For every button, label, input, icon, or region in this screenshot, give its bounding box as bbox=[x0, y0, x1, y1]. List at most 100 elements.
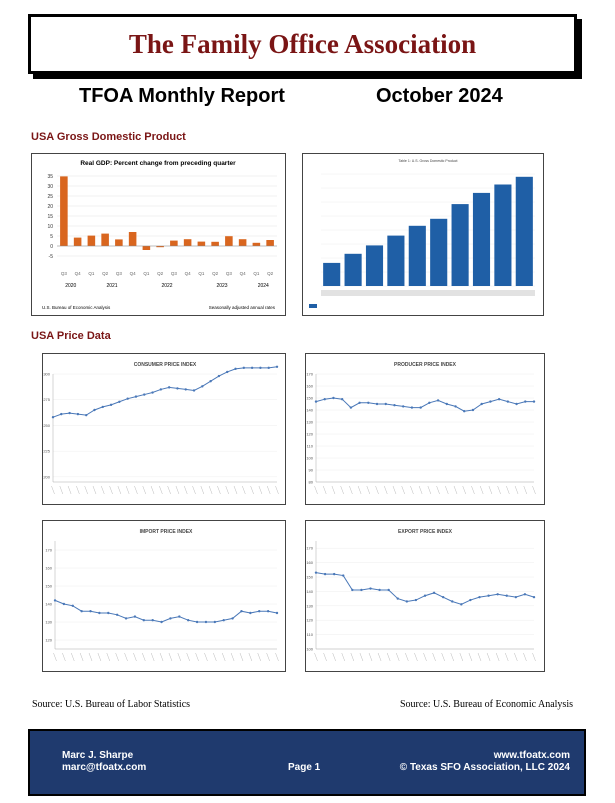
data-point bbox=[51, 416, 55, 419]
gdp-bar bbox=[128, 232, 137, 246]
data-point bbox=[60, 412, 63, 416]
chart-title: CONSUMER PRICE INDEX bbox=[134, 362, 197, 368]
x-tick-mark bbox=[377, 652, 382, 662]
legend-swatch bbox=[309, 304, 317, 308]
gdp-bar bbox=[183, 239, 192, 246]
data-point bbox=[167, 386, 171, 389]
x-tick-mark bbox=[71, 652, 75, 662]
series-line bbox=[315, 397, 534, 412]
x-tick-mark bbox=[331, 485, 336, 495]
y-tick-label: 250 bbox=[43, 423, 50, 428]
x-tick-mark bbox=[418, 485, 423, 495]
data-point bbox=[332, 396, 335, 400]
x-tick-label: Q1 bbox=[88, 271, 95, 276]
x-tick-mark bbox=[314, 485, 318, 495]
y-tick-label: 5 bbox=[50, 234, 53, 240]
y-tick-label: 170 bbox=[306, 372, 313, 377]
y-tick-label: 80 bbox=[309, 480, 314, 485]
y-tick-label: 140 bbox=[306, 408, 313, 413]
data-point bbox=[142, 619, 145, 622]
x-tick-mark bbox=[514, 485, 519, 495]
x-tick-mark bbox=[359, 652, 364, 662]
data-point bbox=[393, 404, 396, 407]
data-point bbox=[487, 594, 490, 597]
ppi-chart: PRODUCER PRICE INDEX 170 160 150 140 130 120 11… bbox=[305, 353, 545, 505]
y-tick-label: 150 bbox=[45, 584, 52, 589]
gdp-bar bbox=[73, 237, 82, 246]
gdp-bar bbox=[252, 242, 261, 246]
x-tick-mark bbox=[150, 485, 155, 495]
x-tick-mark bbox=[192, 485, 196, 495]
data-point bbox=[159, 388, 163, 391]
data-point bbox=[93, 408, 96, 412]
header-banner: The Family Office Association bbox=[28, 14, 577, 74]
x-tick-mark bbox=[386, 652, 391, 662]
x-tick-label: Q4 bbox=[75, 271, 82, 276]
data-point bbox=[134, 395, 138, 398]
x-tick-mark bbox=[97, 652, 102, 662]
y-tick-label: 10 bbox=[47, 224, 53, 230]
data-point bbox=[367, 401, 370, 404]
data-point bbox=[151, 619, 154, 622]
x-tick-mark bbox=[471, 485, 475, 495]
x-tick-mark bbox=[124, 652, 128, 662]
data-point bbox=[275, 365, 279, 368]
x-tick-mark bbox=[323, 652, 327, 662]
x-tick-mark bbox=[221, 652, 226, 662]
x-tick-mark bbox=[184, 485, 188, 495]
data-point bbox=[143, 393, 146, 396]
gdp-quarterly-chart: Real GDP: Percent change from preceding … bbox=[31, 153, 286, 316]
data-point bbox=[378, 588, 381, 592]
x-tick-label: Q4 bbox=[185, 271, 192, 276]
x-tick-mark bbox=[115, 652, 119, 662]
x-tick-mark bbox=[410, 485, 414, 495]
footer-website[interactable]: www.tfoatx.com bbox=[493, 750, 570, 761]
data-point bbox=[332, 572, 336, 576]
gdp-annual-bar bbox=[472, 192, 491, 286]
gdp-annual-bar bbox=[387, 235, 405, 286]
year-label: 2024 bbox=[258, 283, 269, 289]
y-tick-label: 90 bbox=[309, 468, 314, 473]
x-tick-mark bbox=[150, 652, 155, 662]
source-left: Source: U.S. Bureau of Labor Statistics bbox=[32, 699, 191, 710]
x-tick-mark bbox=[159, 485, 163, 495]
chart-title: IMPORT PRICE INDEX bbox=[140, 529, 193, 535]
data-point bbox=[460, 603, 463, 606]
footer-copyright: © Texas SFO Association, LLC 2024 bbox=[399, 762, 570, 773]
data-point bbox=[436, 399, 440, 402]
footer: Marc J. Sharpe marc@tfoatx.com Page 1 ww… bbox=[28, 729, 586, 796]
y-tick-label: 140 bbox=[45, 602, 52, 607]
data-point bbox=[349, 406, 353, 409]
year-label: 2023 bbox=[216, 283, 227, 289]
y-tick-label: 15 bbox=[47, 214, 53, 220]
data-point bbox=[107, 611, 110, 615]
x-tick-mark bbox=[101, 485, 105, 495]
data-point bbox=[469, 598, 472, 602]
data-point bbox=[76, 412, 80, 416]
x-tick-mark bbox=[79, 652, 84, 662]
x-tick-mark bbox=[266, 485, 271, 495]
x-tick-mark bbox=[51, 485, 55, 495]
x-tick-label: Q2 bbox=[267, 271, 274, 276]
x-tick-mark bbox=[92, 485, 97, 495]
x-tick-label: Q3 bbox=[116, 271, 123, 276]
gdp-quarterly-svg: Real GDP: Percent change from preceding … bbox=[42, 160, 277, 310]
footer-email[interactable]: marc@tfoatx.com bbox=[62, 762, 147, 773]
data-point bbox=[101, 405, 104, 409]
data-point bbox=[62, 602, 66, 606]
footer-page: Page 1 bbox=[288, 762, 321, 773]
x-tick-mark bbox=[159, 652, 164, 662]
series-line bbox=[52, 366, 278, 418]
x-tick-mark bbox=[257, 652, 261, 662]
gdp-bar bbox=[197, 241, 206, 246]
x-tick-mark bbox=[88, 652, 93, 662]
y-tick-label: 30 bbox=[47, 184, 53, 190]
y-tick-label: 130 bbox=[306, 603, 313, 608]
data-point bbox=[234, 367, 237, 371]
x-tick-label: Q3 bbox=[171, 271, 178, 276]
footer-author: Marc J. Sharpe bbox=[62, 750, 134, 761]
x-tick-label: Q2 bbox=[102, 271, 109, 276]
x-tick-mark bbox=[230, 652, 235, 662]
data-point bbox=[405, 600, 409, 603]
source-right: Source: U.S. Bureau of Economic Analysis bbox=[399, 699, 573, 710]
